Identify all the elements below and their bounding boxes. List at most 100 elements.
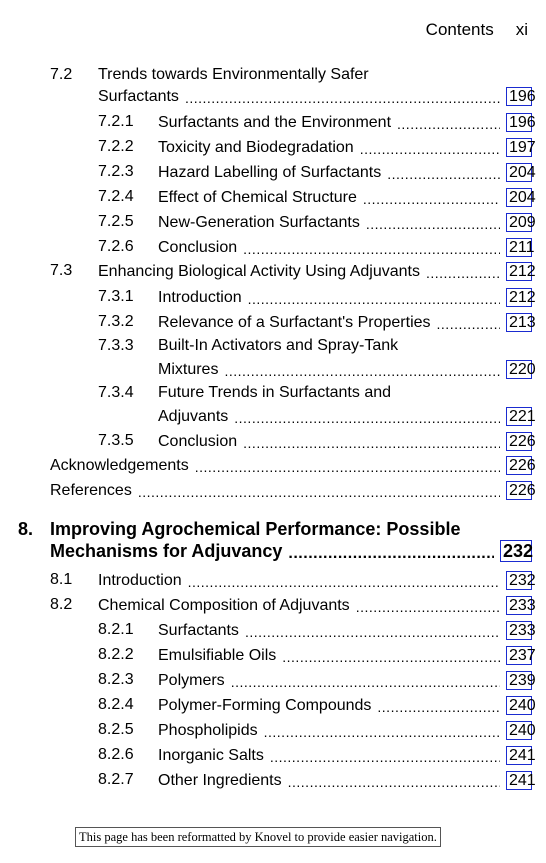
entry-title: Surfactants and the Environment: [158, 114, 392, 131]
entry-title-line1: Built-In Activators and Spray-Tank: [158, 337, 399, 354]
page-link[interactable]: 240: [506, 696, 536, 715]
entry-number: 8.2.3: [98, 671, 134, 688]
chapter-title-line1: Improving Agrochemical Performance: Poss…: [50, 519, 461, 539]
entry-number: 7.3.4: [98, 384, 134, 401]
toc-entry-8-2-5[interactable]: 8.2.5 Phospholipids 240: [0, 721, 546, 741]
entry-title: Acknowledgements: [50, 457, 189, 474]
entry-title: Emulsifiable Oils: [158, 647, 277, 664]
toc-entry-8-1[interactable]: 8.1 Introduction 232: [0, 571, 546, 591]
dot-leader: [243, 241, 500, 257]
page-link[interactable]: 239: [506, 671, 536, 690]
toc-entry-8-2-3[interactable]: 8.2.3 Polymers 239: [0, 671, 546, 691]
entry-title: References: [50, 482, 132, 499]
entry-number: 7.3.5: [98, 432, 134, 449]
toc-entry-7-3-1[interactable]: 7.3.1 Introduction 212: [0, 288, 546, 308]
toc-entry-8-2[interactable]: 8.2 Chemical Composition of Adjuvants 23…: [0, 596, 546, 616]
toc-entry-8-2-2[interactable]: 8.2.2 Emulsifiable Oils 237: [0, 646, 546, 666]
entry-title-line2: Mixtures: [158, 361, 219, 378]
page-link[interactable]: 196: [506, 113, 536, 132]
entry-number: 7.2.3: [98, 163, 134, 180]
header-section-title: Contents: [425, 20, 494, 39]
entry-title: Relevance of a Surfactant's Properties: [158, 314, 431, 331]
toc-entry-8-2-6[interactable]: 8.2.6 Inorganic Salts 241: [0, 746, 546, 766]
page-link[interactable]: 212: [506, 262, 536, 281]
entry-title: Other Ingredients: [158, 772, 282, 789]
entry-number: 7.3.2: [98, 313, 134, 330]
entry-title: Conclusion: [158, 433, 238, 450]
page-link[interactable]: 220: [506, 360, 536, 379]
toc-entry-7-2[interactable]: 7.2 Trends towards Environmentally Safer…: [0, 66, 546, 108]
page-link[interactable]: 226: [506, 432, 536, 451]
running-header: Contents xi: [426, 20, 528, 40]
dot-leader: [387, 166, 500, 182]
toc-chapter-8[interactable]: 8. Improving Agrochemical Performance: P…: [0, 518, 546, 564]
entry-title: Effect of Chemical Structure: [158, 189, 357, 206]
dot-leader: [366, 216, 500, 232]
toc-entry-7-2-5[interactable]: 7.2.5 New-Generation Surfactants 209: [0, 213, 546, 233]
entry-number: 7.2.5: [98, 213, 134, 230]
entry-title: Polymer-Forming Compounds: [158, 697, 372, 714]
dot-leader: [224, 363, 500, 379]
page-link[interactable]: 232: [500, 540, 533, 562]
entry-number: 7.2: [50, 66, 73, 83]
dot-leader: [185, 90, 500, 106]
entry-title-line2: Surfactants: [98, 88, 179, 105]
page-link[interactable]: 240: [506, 721, 536, 740]
dot-leader: [264, 724, 500, 740]
toc-entry-7-2-4[interactable]: 7.2.4 Effect of Chemical Structure 204: [0, 188, 546, 208]
toc-entry-8-2-4[interactable]: 8.2.4 Polymer-Forming Compounds 240: [0, 696, 546, 716]
dot-leader: [363, 191, 500, 207]
toc-entry-7-2-6[interactable]: 7.2.6 Conclusion 211: [0, 238, 546, 258]
entry-number: 7.2.6: [98, 238, 134, 255]
dot-leader: [360, 141, 500, 157]
entry-number: 8.2.1: [98, 621, 134, 638]
toc-entry-7-3-4[interactable]: 7.3.4 Future Trends in Surfactants and A…: [0, 384, 546, 426]
page-link[interactable]: 241: [506, 746, 536, 765]
toc-entry-8-2-1[interactable]: 8.2.1 Surfactants 233: [0, 621, 546, 641]
entry-title: Polymers: [158, 672, 225, 689]
toc-entry-7-3-5[interactable]: 7.3.5 Conclusion 226: [0, 432, 546, 452]
toc-entry-acknowledgements[interactable]: Acknowledgements 226: [0, 456, 546, 476]
entry-number: 8.2.7: [98, 771, 134, 788]
entry-title: New-Generation Surfactants: [158, 214, 360, 231]
entry-title: Inorganic Salts: [158, 747, 264, 764]
dot-leader: [437, 316, 500, 332]
page-link[interactable]: 232: [506, 571, 536, 590]
header-page-number: xi: [515, 20, 528, 39]
page-link[interactable]: 209: [506, 213, 536, 232]
page-link[interactable]: 226: [506, 481, 536, 500]
toc-entry-7-3[interactable]: 7.3 Enhancing Biological Activity Using …: [0, 262, 546, 282]
page-link[interactable]: 196: [506, 87, 536, 106]
dot-leader: [356, 599, 500, 615]
dot-leader: [234, 410, 500, 426]
entry-number: 7.2.1: [98, 113, 134, 130]
page-link[interactable]: 197: [506, 138, 536, 157]
reformat-notice: This page has been reformatted by Knovel…: [75, 827, 441, 847]
toc-entry-references[interactable]: References 226: [0, 481, 546, 501]
page-link[interactable]: 212: [506, 288, 536, 307]
toc-entry-7-2-3[interactable]: 7.2.3 Hazard Labelling of Surfactants 20…: [0, 163, 546, 183]
entry-title: Surfactants: [158, 622, 239, 639]
entry-title: Enhancing Biological Activity Using Adju…: [98, 263, 420, 280]
page-link[interactable]: 233: [506, 596, 536, 615]
page-link[interactable]: 204: [506, 188, 536, 207]
page-link[interactable]: 226: [506, 456, 536, 475]
page-link[interactable]: 211: [506, 238, 535, 257]
entry-number: 7.3.1: [98, 288, 134, 305]
page-link[interactable]: 241: [506, 771, 536, 790]
entry-title: Phospholipids: [158, 722, 258, 739]
page-link[interactable]: 237: [506, 646, 536, 665]
page-link[interactable]: 233: [506, 621, 536, 640]
page-link[interactable]: 221: [506, 407, 536, 426]
page-link[interactable]: 204: [506, 163, 536, 182]
toc-entry-7-2-1[interactable]: 7.2.1 Surfactants and the Environment 19…: [0, 113, 546, 133]
toc-entry-7-3-2[interactable]: 7.3.2 Relevance of a Surfactant's Proper…: [0, 313, 546, 333]
entry-title: Toxicity and Biodegradation: [158, 139, 354, 156]
page-link[interactable]: 213: [506, 313, 536, 332]
toc-entry-7-3-3[interactable]: 7.3.3 Built-In Activators and Spray-Tank…: [0, 337, 546, 379]
chapter-title-line2: Mechanisms for Adjuvancy: [50, 541, 283, 561]
toc-entry-7-2-2[interactable]: 7.2.2 Toxicity and Biodegradation 197: [0, 138, 546, 158]
entry-title: Hazard Labelling of Surfactants: [158, 164, 382, 181]
entry-number: 7.2.2: [98, 138, 134, 155]
toc-entry-8-2-7[interactable]: 8.2.7 Other Ingredients 241: [0, 771, 546, 791]
